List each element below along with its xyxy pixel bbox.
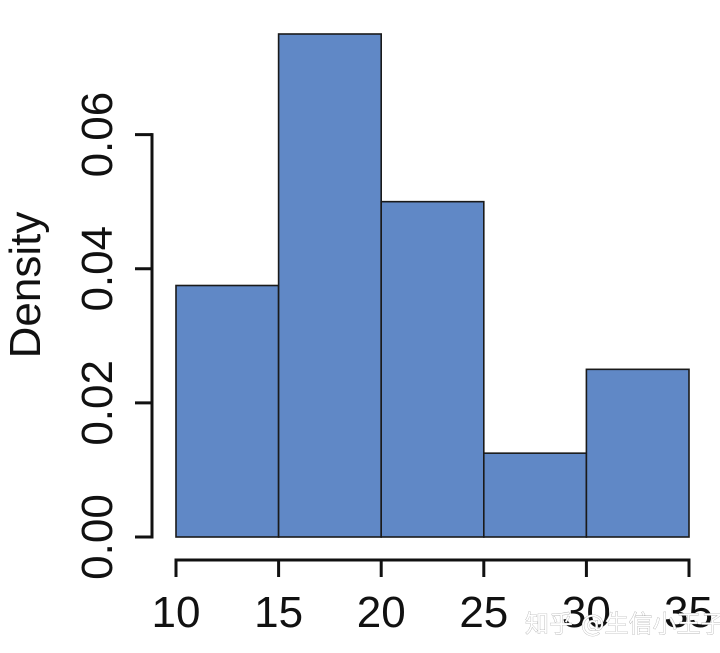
x-tick-label: 15 — [254, 588, 303, 637]
y-axis-label: Density — [1, 212, 50, 359]
x-tick-label: 20 — [357, 588, 406, 637]
x-tick-label: 25 — [459, 588, 508, 637]
x-tick-label: 10 — [152, 588, 201, 637]
y-tick-label: 0.04 — [73, 226, 122, 312]
histogram-bar-3 — [380, 200, 485, 538]
y-tick-label: 0.00 — [73, 494, 122, 580]
y-tick-label: 0.02 — [73, 360, 122, 446]
watermark-text: 知乎 @生信小王子 — [525, 610, 720, 638]
y-axis: 0.00 0.02 0.04 0.06 — [73, 92, 154, 580]
x-tick-label: 35 — [664, 588, 713, 637]
histogram-bar-2 — [277, 33, 383, 538]
histogram-bar-5 — [585, 368, 690, 538]
histogram-bar-4 — [482, 452, 588, 538]
histogram-bar-1 — [175, 284, 280, 538]
histogram-bars — [175, 33, 690, 538]
x-tick-label: 30 — [562, 588, 611, 637]
x-axis: 10 15 20 25 30 35 — [152, 558, 713, 637]
y-tick-label: 0.06 — [73, 92, 122, 178]
